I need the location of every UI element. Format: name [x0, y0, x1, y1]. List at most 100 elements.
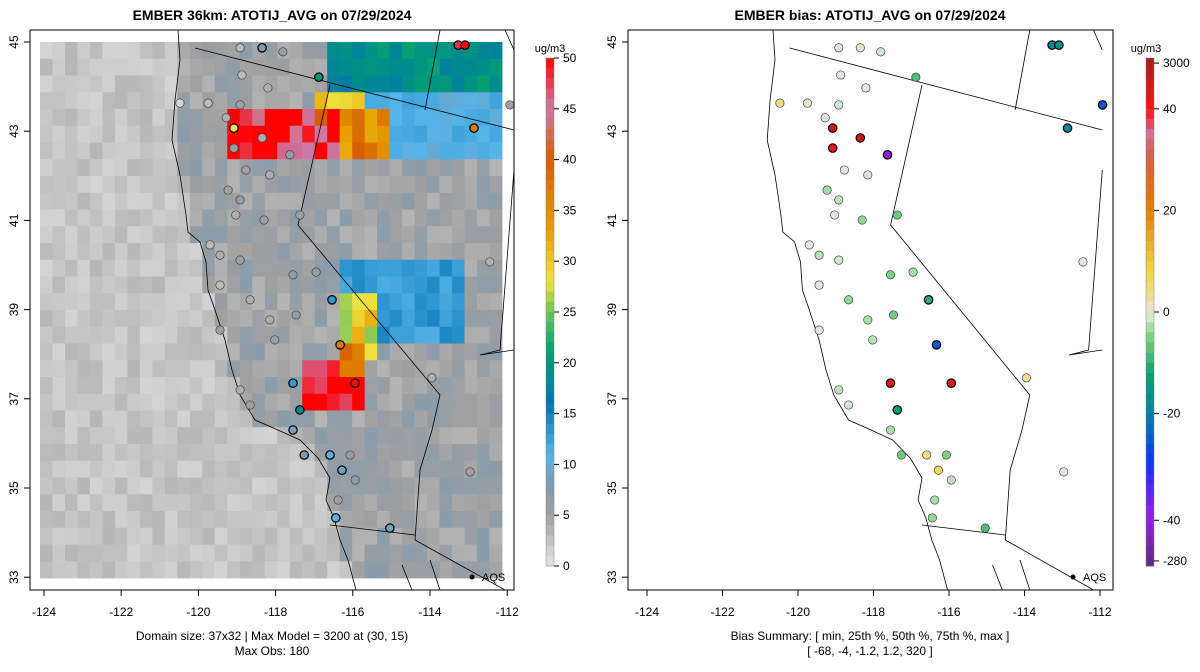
- grid-cell: [314, 42, 328, 60]
- state-border: [194, 47, 514, 131]
- left-colorbar-tick-label: 15: [563, 407, 577, 421]
- grid-cell: [127, 460, 141, 478]
- left-colorbar-tick-label: 40: [563, 153, 577, 167]
- grid-cell: [452, 243, 465, 261]
- grid-cell: [327, 42, 341, 60]
- right-colorbar-swatch: [1146, 342, 1154, 354]
- grid-cell: [277, 310, 291, 328]
- grid-cell: [139, 310, 153, 328]
- grid-cell: [414, 109, 428, 127]
- grid-cell: [102, 142, 116, 160]
- grid-cell: [139, 58, 153, 76]
- left-colorbar-swatch: [546, 505, 554, 516]
- grid-cell: [389, 176, 403, 194]
- grid-cell: [427, 310, 440, 328]
- right-colorbar-tick-label: 0: [1163, 305, 1170, 319]
- grid-cell: [452, 276, 465, 294]
- grid-cell: [277, 176, 291, 194]
- grid-cell: [489, 360, 503, 378]
- grid-cell: [214, 226, 228, 244]
- grid-cell: [139, 125, 153, 143]
- grid-cell: [189, 494, 203, 512]
- grid-cell: [402, 544, 415, 562]
- grid-cell: [227, 276, 241, 294]
- grid-cell: [89, 427, 103, 445]
- grid-cell: [402, 326, 415, 344]
- grid-cell: [77, 393, 91, 411]
- grid-cell: [152, 125, 166, 143]
- grid-cell: [114, 58, 128, 76]
- grid-cell: [352, 544, 366, 562]
- grid-cell: [452, 75, 465, 93]
- grid-cell: [452, 259, 465, 277]
- state-border: [504, 30, 514, 51]
- grid-cell: [127, 511, 141, 529]
- grid-cell: [52, 142, 66, 160]
- grid-cell: [477, 326, 490, 344]
- grid-cell: [352, 92, 366, 110]
- grid-cell: [114, 527, 128, 545]
- grid-cell: [302, 209, 316, 227]
- right-colorbar-swatch: [1146, 58, 1154, 69]
- grid-cell: [277, 58, 291, 76]
- grid-cell: [327, 243, 341, 261]
- legend-point: [469, 574, 475, 580]
- grid-cell: [40, 310, 53, 328]
- grid-cell: [439, 326, 453, 344]
- grid-cell: [77, 326, 91, 344]
- left-colorbar-swatch: [546, 464, 554, 476]
- grid-cell: [189, 293, 203, 311]
- grid-cell: [377, 276, 391, 294]
- right-colorbar-tick-label: 40: [1163, 102, 1177, 116]
- grid-cell: [139, 142, 153, 160]
- left-colorbar-swatch: [546, 342, 554, 354]
- grid-cell: [52, 92, 66, 110]
- grid-cell: [452, 360, 465, 378]
- right-colorbar-swatch: [1146, 220, 1154, 232]
- grid-cell: [89, 142, 103, 160]
- grid-cell: [464, 159, 478, 177]
- left-colorbar-tick-label: 25: [563, 305, 577, 319]
- grid-cell: [352, 444, 366, 462]
- grid-cell: [102, 42, 116, 60]
- grid-cell: [189, 410, 203, 428]
- grid-cell: [252, 226, 266, 244]
- grid-cell: [40, 159, 53, 177]
- grid-cell: [264, 142, 278, 160]
- grid-cell: [427, 293, 440, 311]
- grid-cell: [52, 410, 66, 428]
- grid-cell: [364, 293, 378, 311]
- grid-cell: [139, 427, 153, 445]
- right-colorbar-swatch: [1146, 149, 1154, 161]
- grid-cell: [227, 561, 241, 579]
- grid-cell: [77, 460, 91, 478]
- grid-cell: [77, 259, 91, 277]
- right-colorbar-tick-label: 20: [1163, 203, 1177, 217]
- grid-cell: [452, 58, 465, 76]
- grid-cell: [377, 343, 391, 361]
- grid-cell: [40, 125, 53, 143]
- grid-cell: [239, 142, 253, 160]
- right-colorbar-swatch: [1146, 444, 1154, 455]
- grid-cell: [114, 511, 128, 529]
- grid-cell: [89, 243, 103, 261]
- grid-cell: [227, 259, 241, 277]
- grid-cell: [164, 176, 178, 194]
- grid-cell: [139, 243, 153, 261]
- station-marker: [223, 185, 233, 195]
- grid-cell: [352, 276, 366, 294]
- grid-cell: [427, 427, 440, 445]
- grid-cell: [239, 176, 253, 194]
- station-marker: [245, 295, 255, 305]
- grid-cell: [414, 125, 428, 143]
- grid-cell: [277, 276, 291, 294]
- grid-cell: [189, 343, 203, 361]
- grid-cell: [102, 176, 116, 194]
- grid-cell: [189, 511, 203, 529]
- station-marker: [291, 310, 301, 320]
- grid-cell: [102, 377, 116, 395]
- grid-cell: [189, 276, 203, 294]
- grid-cell: [239, 276, 253, 294]
- grid-cell: [464, 377, 478, 395]
- grid-cell: [264, 544, 278, 562]
